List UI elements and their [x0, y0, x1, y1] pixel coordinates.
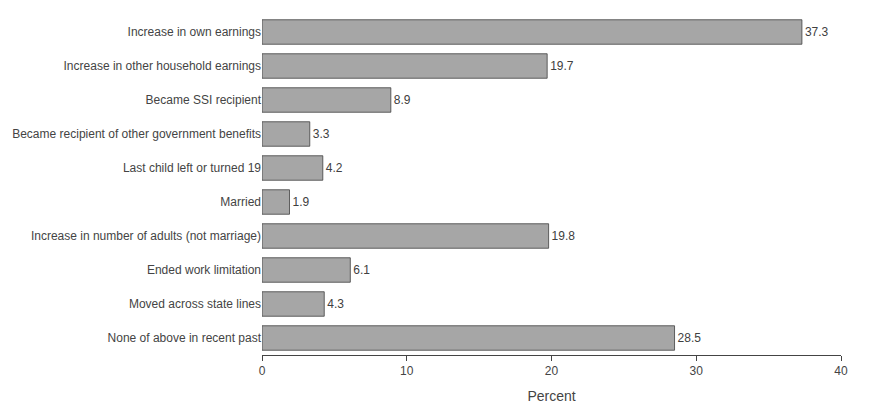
- svg-text:8.9: 8.9: [394, 93, 411, 107]
- svg-text:0: 0: [259, 364, 266, 378]
- svg-text:6.1: 6.1: [353, 263, 370, 277]
- svg-text:None of above in recent past: None of above in recent past: [108, 331, 262, 345]
- svg-text:37.3: 37.3: [805, 25, 829, 39]
- svg-text:19.7: 19.7: [550, 59, 574, 73]
- svg-text:Became recipient of other gove: Became recipient of other government ben…: [12, 127, 261, 141]
- svg-text:Increase in own earnings: Increase in own earnings: [128, 25, 261, 39]
- svg-text:Last child left or turned 19: Last child left or turned 19: [123, 161, 261, 175]
- svg-text:4.2: 4.2: [326, 161, 343, 175]
- svg-text:Percent: Percent: [527, 388, 575, 404]
- svg-text:1.9: 1.9: [293, 195, 310, 209]
- svg-text:28.5: 28.5: [678, 331, 702, 345]
- svg-text:20: 20: [545, 364, 559, 378]
- svg-text:Increase in number of adults (: Increase in number of adults (not marria…: [31, 229, 261, 243]
- svg-text:Became SSI recipient: Became SSI recipient: [146, 93, 262, 107]
- svg-text:4.3: 4.3: [327, 297, 344, 311]
- svg-text:Increase in other household ea: Increase in other household earnings: [64, 59, 261, 73]
- svg-text:Ended work limitation: Ended work limitation: [147, 263, 261, 277]
- svg-text:3.3: 3.3: [313, 127, 330, 141]
- svg-text:30: 30: [690, 364, 704, 378]
- svg-text:19.8: 19.8: [552, 229, 576, 243]
- svg-text:40: 40: [834, 364, 848, 378]
- svg-text:10: 10: [400, 364, 414, 378]
- svg-text:Married: Married: [220, 195, 261, 209]
- svg-text:Moved across state lines: Moved across state lines: [129, 297, 261, 311]
